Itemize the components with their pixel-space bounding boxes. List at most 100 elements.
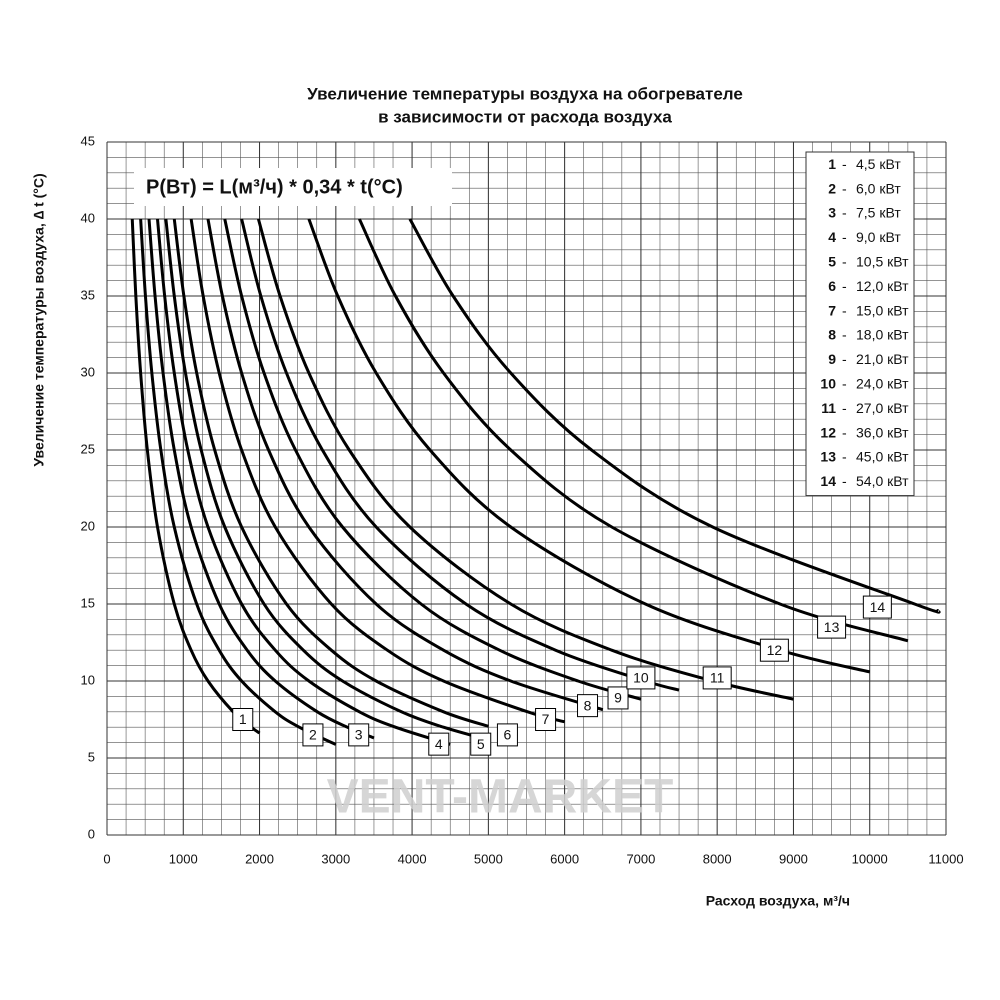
legend-separator: - [842, 205, 847, 221]
curve [240, 218, 680, 692]
legend-label: 6,0 кВт [856, 180, 901, 196]
legend-number: 10 [820, 376, 836, 392]
legend-number: 3 [828, 205, 836, 221]
curve-label-box [496, 723, 518, 747]
legend-separator: - [842, 351, 847, 367]
legend-label: 54,0 кВт [856, 473, 909, 489]
x-tick-label: 6000 [550, 851, 579, 866]
curve-label: 4 [435, 736, 443, 752]
curve [155, 218, 451, 746]
legend-separator: - [842, 424, 847, 440]
curve-label: 10 [633, 670, 649, 686]
legend-number: 12 [820, 424, 836, 440]
legend-separator: - [842, 327, 847, 343]
annotation: P(Вт) = L(м³/ч) * 0,34 * t(°C) [146, 176, 403, 198]
x-tick-label: 3000 [321, 851, 350, 866]
curve-label: 13 [824, 619, 840, 635]
legend-label: 36,0 кВт [856, 424, 909, 440]
legend-label: 45,0 кВт [856, 449, 909, 465]
curve-label-box [470, 732, 492, 756]
curve-label-box [607, 686, 629, 710]
legend-label: 4,5 кВт [856, 156, 901, 172]
chart-title: Увеличение температуры воздуха на обогре… [307, 84, 743, 103]
curve-label-box [428, 732, 450, 756]
legend-separator: - [842, 156, 847, 172]
curve-label-box [232, 708, 254, 731]
y-tick-label: 20 [81, 518, 95, 533]
curve [223, 218, 642, 701]
legend-label: 10,5 кВт [856, 254, 909, 270]
x-tick-label: 0 [103, 851, 110, 866]
curve [172, 218, 489, 728]
legend-number: 2 [828, 180, 836, 196]
legend-separator: - [842, 254, 847, 270]
x-tick-label: 4000 [398, 851, 427, 866]
curve-label-box [702, 666, 732, 690]
y-tick-label: 10 [81, 672, 95, 687]
legend-label: 7,5 кВт [856, 205, 901, 221]
curve-label-box [759, 638, 789, 662]
legend-label: 12,0 кВт [856, 278, 909, 294]
curve-label: 6 [504, 727, 512, 743]
legend-separator: - [842, 229, 847, 245]
y-tick-label: 25 [81, 441, 95, 456]
legend-separator: - [842, 449, 847, 465]
curve [164, 218, 489, 742]
legend-label: 21,0 кВт [856, 351, 909, 367]
legend-box [805, 151, 915, 497]
legend-separator: - [842, 278, 847, 294]
legend-label: 18,0 кВт [856, 327, 909, 343]
legend-number: 11 [821, 400, 836, 416]
legend-label: 24,0 кВт [856, 376, 909, 392]
curve [139, 218, 337, 746]
x-tick-label: 10000 [852, 851, 888, 866]
curve-label: 2 [309, 727, 317, 743]
curve [189, 218, 566, 724]
curve-label: 14 [870, 599, 886, 615]
legend-number: 5 [828, 254, 836, 270]
curve-label-box [348, 723, 370, 747]
x-tick-label: 2000 [245, 851, 274, 866]
y-tick-label: 40 [81, 210, 95, 225]
curve-label-box [817, 615, 847, 639]
legend-number: 6 [828, 278, 836, 294]
legend-number: 14 [820, 473, 836, 489]
annotation-box [134, 168, 452, 206]
legend-separator: - [842, 376, 847, 392]
curve-label-box [302, 723, 324, 747]
x-tick-label: 7000 [626, 851, 655, 866]
y-tick-label: 35 [81, 287, 95, 302]
legend-number: 7 [828, 302, 836, 318]
legend-number: 8 [828, 327, 836, 343]
watermark: VENT-MARKET [327, 771, 674, 824]
legend-separator: - [842, 473, 847, 489]
x-tick-label: 5000 [474, 851, 503, 866]
legend-label: 9,0 кВт [856, 229, 901, 245]
curve [408, 218, 941, 614]
y-tick-label: 15 [81, 595, 95, 610]
curve-label-box [626, 666, 656, 690]
curve-label: 5 [477, 736, 485, 752]
curve-label: 7 [542, 711, 550, 727]
legend-label: 27,0 кВт [856, 400, 909, 416]
x-tick-label: 9000 [779, 851, 808, 866]
curve-label: 1 [239, 711, 247, 727]
curve-label: 9 [614, 690, 622, 706]
x-tick-label: 1000 [169, 851, 198, 866]
curve-label: 8 [584, 697, 592, 713]
curve-label: 3 [355, 727, 363, 743]
x-tick-label: 11000 [928, 851, 963, 866]
legend-number: 1 [828, 156, 836, 172]
curve [147, 218, 375, 740]
legend-separator: - [842, 302, 847, 318]
legend-number: 9 [828, 351, 836, 367]
curve-label: 11 [710, 670, 725, 686]
legend-separator: - [842, 400, 847, 416]
curve-label: 12 [767, 642, 783, 658]
legend-separator: - [842, 180, 847, 196]
curve [206, 218, 604, 712]
y-tick-label: 5 [88, 749, 95, 764]
curve-label-box [577, 694, 599, 718]
curve [358, 218, 909, 643]
